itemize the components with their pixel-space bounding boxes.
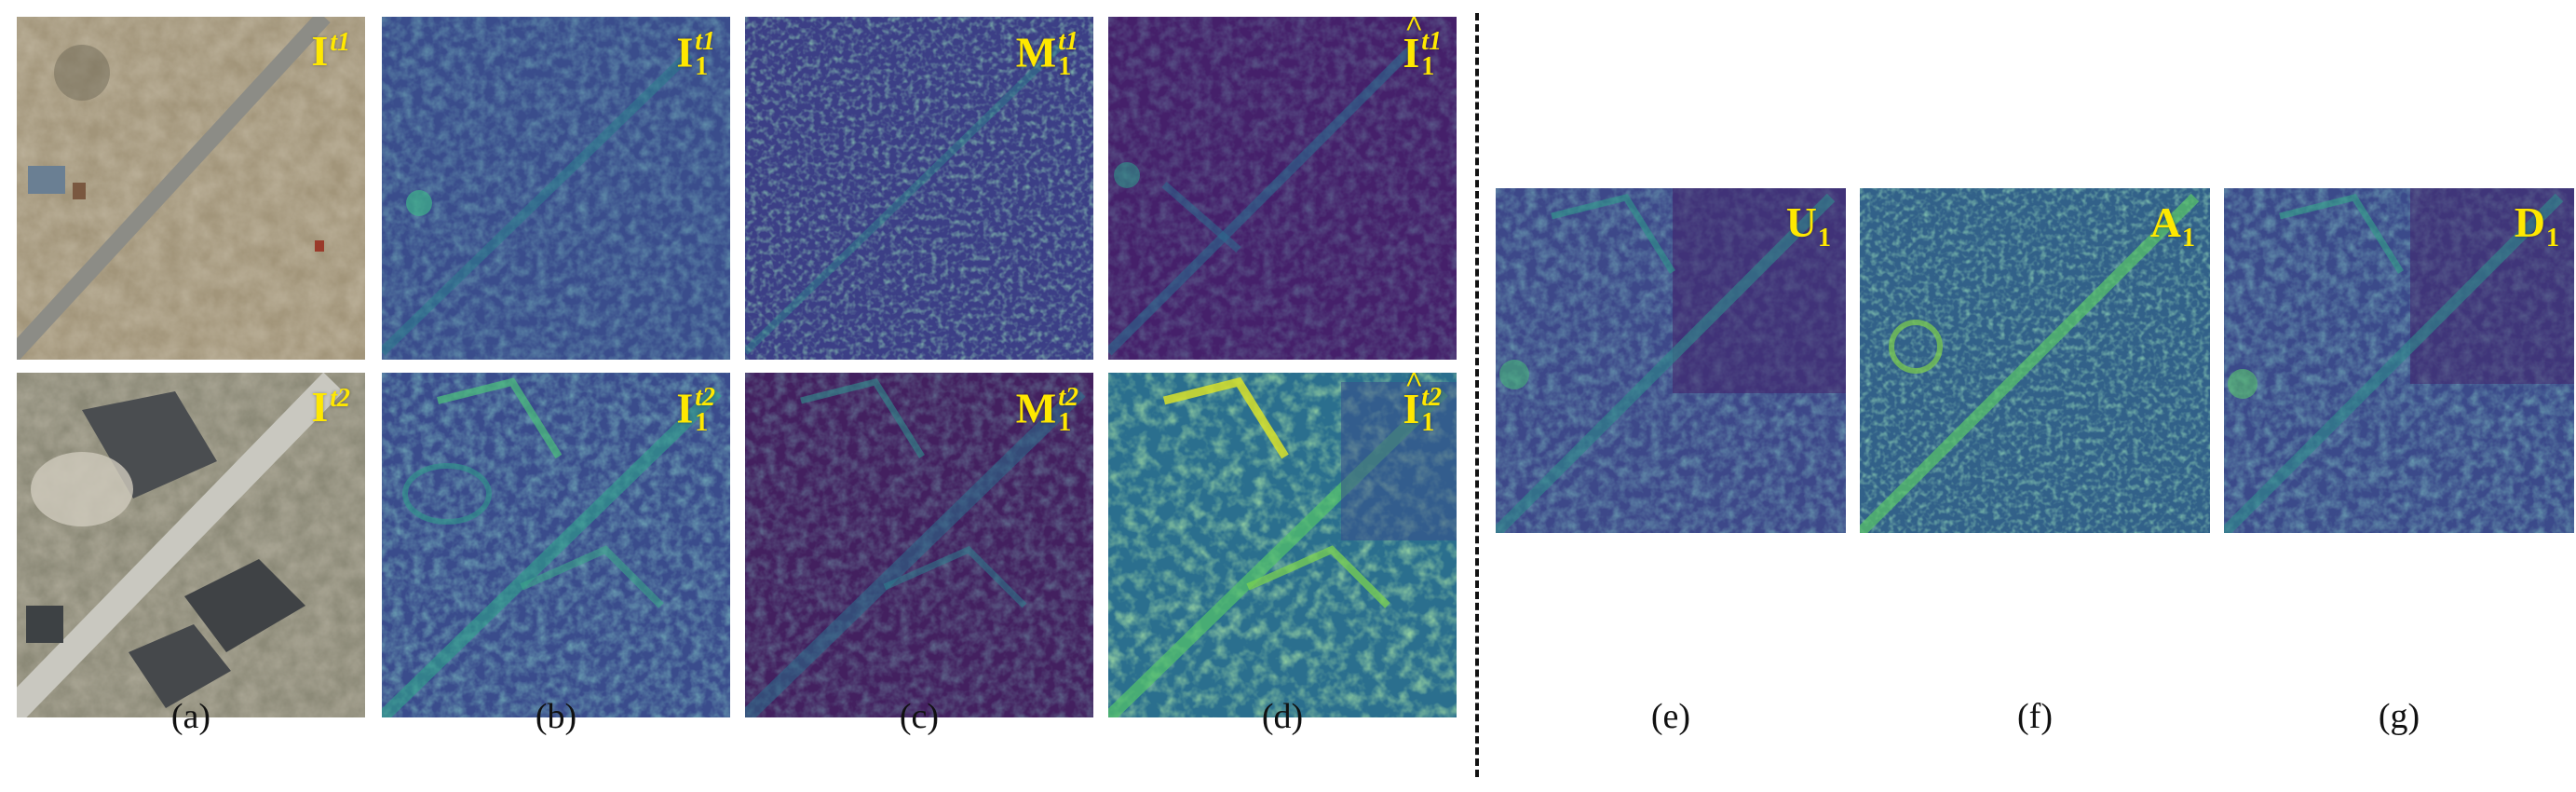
- label-superscript: t2: [330, 384, 350, 413]
- panel-label: It1: [311, 30, 350, 73]
- panel-label: A1: [2150, 201, 2195, 252]
- label-symbol: I: [676, 384, 694, 432]
- label-symbol: I: [676, 28, 694, 76]
- feature-texture: [1860, 188, 2210, 533]
- caption-g: (g): [2378, 697, 2420, 736]
- label-subscript: 1: [1818, 224, 1831, 253]
- caption-f: (f): [2017, 697, 2053, 736]
- caption-d: (d): [1261, 697, 1304, 736]
- label-superscript: t1: [695, 27, 715, 56]
- feature-texture: [745, 17, 1093, 360]
- label-subscript: 1: [1058, 51, 1072, 81]
- feature-texture: [1496, 188, 1846, 533]
- feature-texture: [745, 373, 1093, 717]
- aerial-texture: [17, 373, 365, 717]
- label-subscript: 1: [695, 407, 709, 437]
- label-symbol: D: [2514, 198, 2545, 246]
- caption-c: (c): [899, 697, 940, 736]
- label-symbol: M: [1015, 28, 1057, 76]
- caption-b: (b): [535, 697, 577, 736]
- label-superscript: t1: [1421, 27, 1442, 56]
- label-subscript: 1: [1421, 51, 1435, 81]
- label-symbol: A: [2149, 198, 2181, 246]
- label-subscript: 1: [1058, 407, 1072, 437]
- label-symbol: I: [311, 27, 329, 75]
- feature-texture: [1108, 373, 1457, 717]
- feature-texture: [2224, 188, 2574, 533]
- label-symbol: I: [311, 383, 329, 430]
- feature-map-g: D1: [2224, 188, 2574, 533]
- label-subscript: 1: [1421, 407, 1435, 437]
- aerial-image-t2: It2: [17, 373, 365, 717]
- panel-label: It2: [311, 386, 350, 429]
- panel-label: U1: [1786, 201, 1831, 252]
- label-superscript: t2: [695, 383, 715, 412]
- label-superscript: t2: [1421, 383, 1442, 412]
- label-symbol: U: [1785, 198, 1817, 246]
- label-symbol: I: [1403, 373, 1423, 430]
- label-superscript: t1: [330, 28, 350, 57]
- aerial-image-t1: It1: [17, 17, 365, 360]
- panel-label: D1: [2515, 201, 2559, 252]
- label-subscript: 1: [695, 51, 709, 81]
- label-superscript: t1: [1058, 27, 1078, 56]
- caption-a: (a): [170, 697, 211, 736]
- aerial-texture: [17, 17, 365, 360]
- label-superscript: t2: [1058, 383, 1078, 412]
- feature-texture: [382, 17, 730, 360]
- feature-texture: [382, 373, 730, 717]
- label-symbol: I: [1403, 17, 1423, 75]
- feature-map-e: U1: [1496, 188, 1846, 533]
- feature-texture: [1108, 17, 1457, 360]
- dashed-divider: [1475, 13, 1479, 777]
- caption-e: (e): [1650, 697, 1691, 736]
- feature-map-f: A1: [1860, 188, 2210, 533]
- label-subscript: 1: [2546, 224, 2559, 253]
- label-symbol: M: [1015, 384, 1057, 432]
- label-subscript: 1: [2182, 224, 2195, 253]
